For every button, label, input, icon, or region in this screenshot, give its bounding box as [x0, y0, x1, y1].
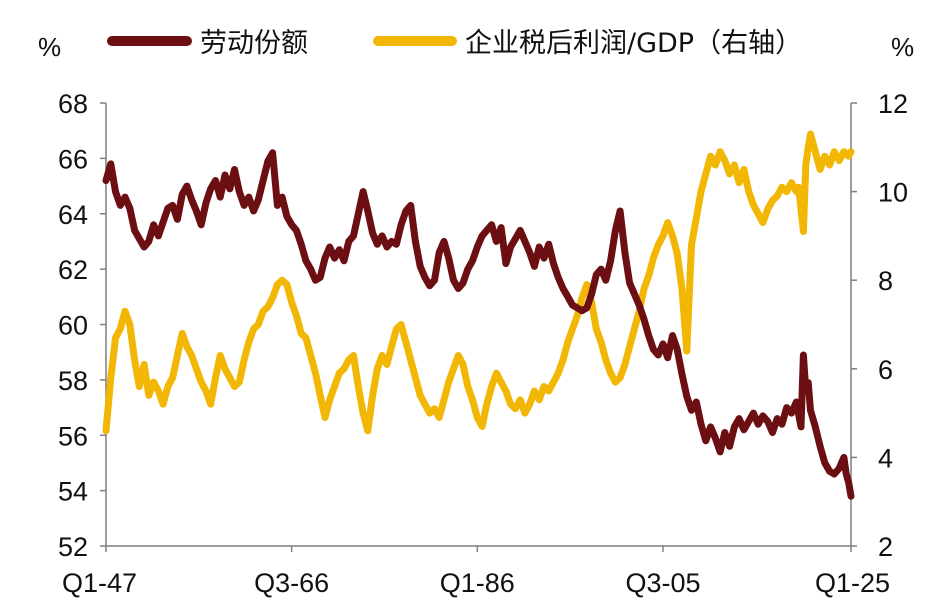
left-tick-label: 66	[58, 144, 88, 174]
series-layer	[102, 130, 855, 500]
left-tick-label: 60	[58, 311, 88, 341]
left-tick-label: 52	[58, 532, 88, 562]
x-tick-label: Q1-25	[815, 568, 890, 598]
x-tick-label: Q3-05	[625, 568, 700, 598]
series-line-profit-gdp	[102, 130, 855, 435]
left-axis-ticks: 52 54 56 58 60 62 64 66 68	[58, 89, 106, 562]
right-axis-ticks: 2 4 6 8 10 12	[851, 89, 908, 562]
right-tick-label: 12	[878, 89, 908, 119]
x-tick-label: Q1-47	[62, 568, 137, 598]
x-tick-label: Q1-86	[440, 568, 515, 598]
left-tick-label: 68	[58, 89, 88, 119]
right-tick-label: 8	[878, 266, 893, 296]
legend: 劳动份额 企业税后利润/GDP（右轴）	[107, 28, 802, 59]
right-tick-label: 2	[878, 532, 893, 562]
right-tick-label: 10	[878, 178, 908, 208]
left-axis-unit: %	[38, 32, 61, 62]
right-tick-label: 6	[878, 355, 893, 385]
series-line-labor-share	[102, 149, 855, 500]
right-axis-unit: %	[891, 32, 914, 62]
left-tick-label: 64	[58, 200, 88, 230]
legend-label-labor-share: 劳动份额	[200, 28, 308, 59]
legend-label-profit-gdp: 企业税后利润/GDP（右轴）	[465, 28, 802, 59]
right-tick-label: 4	[878, 443, 893, 473]
x-tick-label: Q3-66	[254, 568, 329, 598]
left-tick-label: 56	[58, 421, 88, 451]
x-axis-ticks: Q1-47 Q3-66 Q1-86 Q3-05 Q1-25	[62, 546, 890, 598]
left-tick-label: 62	[58, 255, 88, 285]
left-tick-label: 58	[58, 366, 88, 396]
left-tick-label: 54	[58, 477, 88, 507]
